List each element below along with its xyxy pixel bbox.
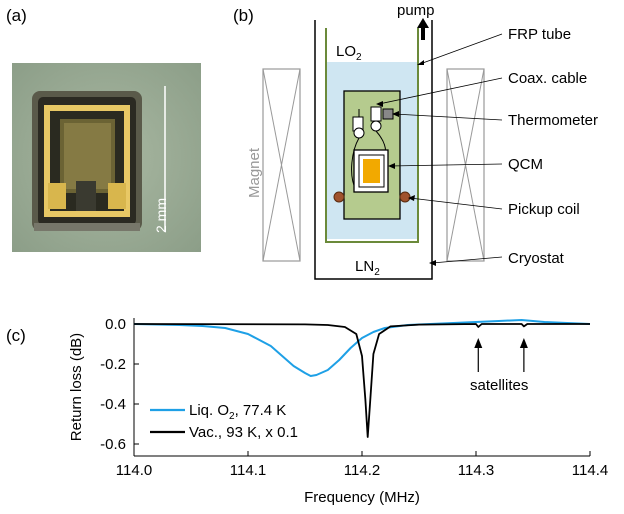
pump-label: pump bbox=[397, 2, 435, 19]
chart-xlabel: Frequency (MHz) bbox=[304, 489, 420, 506]
satellite-arrow-head bbox=[474, 338, 483, 348]
series-line-1 bbox=[133, 323, 590, 438]
magnet-label: Magnet bbox=[246, 147, 263, 198]
pickup-coil-left bbox=[333, 191, 345, 203]
pickup-coil-right bbox=[399, 191, 411, 203]
x-tick-label: 114.3 bbox=[458, 462, 494, 479]
y-tick-label: -0.6 bbox=[100, 436, 126, 453]
callout-qcm: QCM bbox=[508, 156, 543, 173]
magnet-left bbox=[262, 68, 301, 262]
x-tick-label: 114.1 bbox=[230, 462, 266, 479]
y-tick-label: 0.0 bbox=[105, 316, 126, 333]
callout-frp-tube: FRP tube bbox=[508, 26, 571, 43]
panel-label-a: (a) bbox=[6, 6, 27, 25]
callout-lines bbox=[378, 33, 503, 264]
frp-tube bbox=[325, 28, 419, 243]
x-tick-label: 114.0 bbox=[116, 462, 152, 479]
callout-coax-cable: Coax. cable bbox=[508, 70, 587, 87]
legend-label-vac: Vac., 93 K, x 0.1 bbox=[189, 424, 298, 441]
callout-thermometer: Thermometer bbox=[508, 112, 598, 129]
lo2-label: LO2 bbox=[336, 43, 362, 63]
x-tick-label: 114.4 bbox=[572, 462, 608, 479]
callout-arrowheads bbox=[376, 60, 436, 266]
callout-cryostat: Cryostat bbox=[508, 250, 565, 267]
cryostat-wall bbox=[314, 20, 433, 280]
panel-label-b: (b) bbox=[233, 6, 254, 25]
callout-pickup-coil: Pickup coil bbox=[508, 201, 580, 218]
panel-label-c: (c) bbox=[6, 326, 26, 345]
ln2-label: LN2 bbox=[355, 258, 380, 278]
satellites-label: satellites bbox=[470, 377, 528, 394]
series-line-0 bbox=[133, 319, 591, 377]
qcm-crystal bbox=[363, 159, 380, 183]
y-tick-label: -0.2 bbox=[100, 356, 126, 373]
y-tick-label: -0.4 bbox=[100, 396, 126, 413]
satellite-arrow-head bbox=[519, 338, 528, 348]
x-tick-label: 114.2 bbox=[344, 462, 380, 479]
pump-arrow-head bbox=[417, 18, 429, 28]
qcm-photo-drawing bbox=[12, 63, 201, 252]
chart-legend: Liq. O2, 77.4 K Vac., 93 K, x 0.1 bbox=[150, 402, 298, 441]
chart-ylabel: Return loss (dB) bbox=[68, 333, 85, 441]
qcm-photo: 2 mm bbox=[12, 63, 201, 252]
chart-series bbox=[133, 319, 591, 438]
chart-ticks: 114.0 114.1 114.2 114.3 114.4 0.0 -0.2 -0.4 -0.6 bbox=[100, 316, 608, 479]
legend-label-liq-o2: Liq. O2, 77.4 K bbox=[189, 402, 286, 422]
